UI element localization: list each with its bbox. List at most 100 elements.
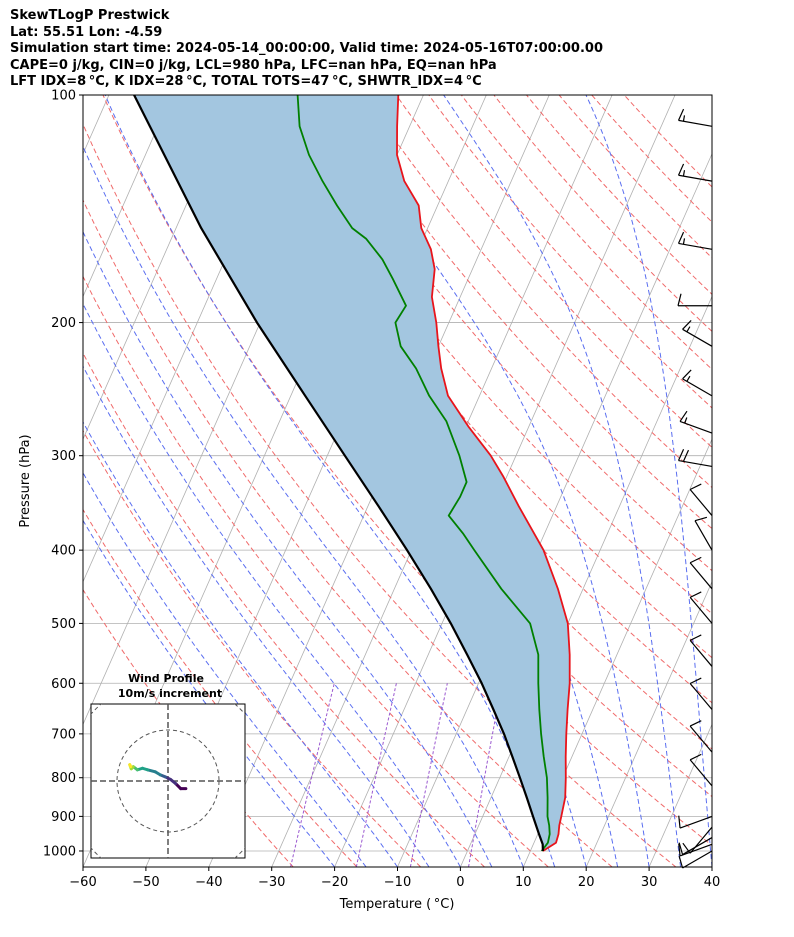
wind-barb [682,320,713,347]
x-tick-label: −30 [258,875,285,890]
y-tick-label: 100 [51,89,76,104]
moist-adiabat-line [320,95,650,867]
y-tick-label: 700 [51,727,76,742]
y-axis-label: Pressure (hPa) [18,434,33,527]
dry-adiabat-line [363,95,712,489]
x-tick-label: 10 [515,875,532,890]
wind-barb [678,815,713,829]
wind-barb-half-flag [684,417,688,424]
wind-barb-staff [694,520,713,551]
wind-barb [689,634,713,667]
wind-barb-staff [678,459,713,468]
wind-barb [689,720,713,753]
title-cape-line: CAPE=0 j/kg, CIN=0 j/kg, LCL=980 hPa, LF… [10,57,497,73]
wind-barb-flag [677,163,685,176]
axes: −60 −50 −40 −30 −20 −10 0 10 20 30 40 100 200 300 400 5… [43,89,720,891]
x-tick-label: −50 [132,875,159,890]
y-tick-label: 300 [51,449,76,464]
isotherm-line [522,438,712,867]
wind-barb-half-flag [682,238,686,245]
wind-barb-staff [689,725,713,753]
isotherm-line [83,95,173,298]
wind-barb-flag [678,815,681,829]
x-tick-label: 0 [456,875,464,890]
wind-barb-half-flag [686,326,691,333]
wind-barbs [677,108,713,869]
wind-barb [689,556,713,590]
hodograph-inset: Wind Profile 10m/s increment [90,672,246,859]
wind-barb-flag [689,634,702,641]
x-tick-label: 30 [641,875,658,890]
wind-barb-flag [679,410,688,422]
wind-barb [678,850,713,869]
isotherm-line [711,866,712,867]
y-tick-label: 900 [51,810,76,825]
hodograph-subtitle: 10m/s increment [118,687,222,700]
dewpoint-profile-line [296,95,551,852]
wind-barb [689,753,713,787]
wind-barb [678,843,713,857]
wind-barb-half-flag [686,375,691,382]
wind-barb [694,516,713,551]
title-times: Simulation start time: 2024-05-14_00:00:… [10,41,603,56]
wind-barb-flag [677,293,682,306]
wind-barb-flag [678,843,681,857]
moist-adiabat-line [83,420,398,867]
wind-barb-staff [679,815,713,829]
wind-barb-flag [677,449,685,461]
wind-barb [682,369,713,397]
wind-barb [689,483,713,516]
wind-barb-flag [677,108,685,121]
wind-barb-flag [689,591,702,598]
moist-adiabat-line [83,230,493,867]
moist-adiabat-line [83,302,461,867]
y-tick-label: 800 [51,771,76,786]
y-tick-label: 600 [51,677,76,692]
dry-adiabat-line [102,95,712,847]
y-tick-label: 1000 [43,844,76,859]
mixing-ratio-line [290,683,335,867]
wind-barb-flag [689,556,702,564]
wind-barb [677,231,713,250]
header: SkewTLogP Prestwick Lat: 55.51 Lon: -4.5… [10,8,603,91]
wind-barb-flag [689,677,702,685]
y-tick-label: 200 [51,316,76,331]
dry-adiabat-line [83,352,485,867]
isotherm-line [83,95,236,441]
wind-barb-staff [689,489,713,516]
dry-adiabat-line [493,95,712,333]
wind-barb-flag [694,516,708,522]
wind-barb-staff [689,562,713,590]
dry-adiabat-line [83,275,549,867]
dry-adiabat-line [330,95,712,530]
wind-barb-flag [678,855,684,869]
wind-barb-staff [679,843,713,857]
x-axis-label: Temperature ( °C) [339,897,455,912]
wind-barb [689,677,713,710]
wind-barb-half-flag [682,170,686,177]
x-tick-label: 20 [578,875,595,890]
wind-barb-flag [678,842,684,855]
wind-barb [677,108,713,127]
isotherm-line [648,723,712,867]
parcel-profile-line [133,95,544,852]
cape-fill-area [134,95,570,851]
wind-barb-staff [682,837,713,856]
wind-barb-staff [678,242,713,250]
wind-barb-staff [678,119,713,127]
wind-barb-flag [682,449,690,462]
wind-barb-staff [689,683,713,710]
wind-barb-flag [689,483,702,491]
wind-barb-staff [689,639,713,667]
wind-barb-staff [678,174,713,182]
title-indices-line: LFT IDX=8 °C, K IDX=28 °C, TOTAL TOTS=47… [10,74,482,89]
wind-barb [678,837,713,856]
cape-shading [134,95,570,851]
x-tick-label: −40 [195,875,222,890]
wind-barb-flag [689,720,702,727]
x-tick-label: 40 [704,875,721,890]
temperature-profile-line [396,95,571,852]
wind-barb [677,293,712,307]
title-station: SkewTLogP Prestwick [10,8,170,23]
